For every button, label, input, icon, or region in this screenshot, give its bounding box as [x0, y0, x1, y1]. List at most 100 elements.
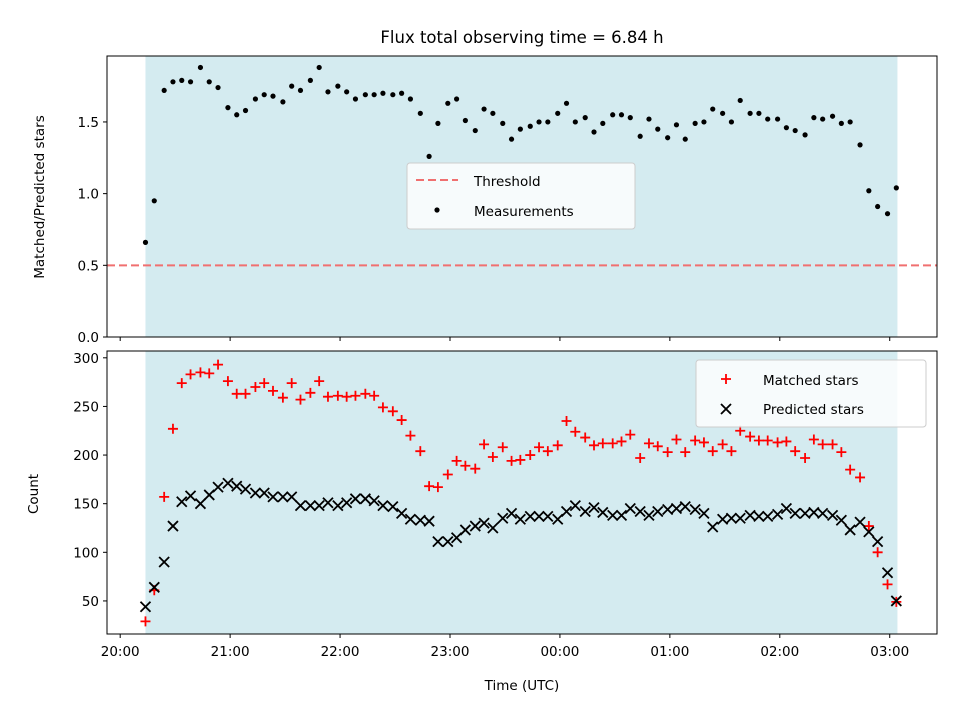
predicted-star-point [871, 535, 884, 548]
matched-star-point [213, 359, 224, 370]
measurement-point [701, 119, 707, 125]
measurement-point [673, 122, 680, 128]
measurement-point [335, 83, 341, 89]
bottom-panel-y-axis-label: Count [26, 474, 42, 514]
predicted-star-point [249, 487, 262, 499]
predicted-star-point [679, 500, 691, 513]
predicted-star-point [615, 509, 628, 521]
predicted-star-point [780, 502, 793, 515]
predicted-star-point [588, 501, 600, 514]
matched-star-point [836, 447, 847, 458]
matched-star-point [680, 447, 691, 458]
measurement-point [582, 115, 588, 121]
predicted-star-point [404, 513, 417, 525]
matched-star-point [487, 452, 498, 463]
matched-star-point [808, 434, 819, 445]
predicted-star-point [890, 595, 902, 607]
y-tick-label: 1.5 [78, 115, 99, 131]
predicted-star-point [497, 512, 509, 524]
predicted-star-point [359, 493, 371, 505]
predicted-star-point [286, 491, 298, 503]
predicted-star-point [158, 556, 170, 568]
matched-star-point [341, 391, 352, 402]
predicted-star-point [505, 507, 518, 520]
measurement-point [682, 136, 688, 142]
x-tick-label: 02:00 [760, 644, 799, 660]
matched-star-point [451, 455, 462, 466]
measurement-point [390, 92, 396, 98]
predicted-star-point [277, 491, 289, 503]
matched-star-point [322, 391, 333, 402]
predicted-star-point [442, 535, 454, 548]
predicted-star-point [607, 509, 619, 521]
matched-star-point [432, 482, 443, 493]
x-tick-label: 00:00 [540, 644, 579, 660]
predicted-star-point [835, 514, 847, 526]
matched-star-point [717, 439, 728, 450]
matched-star-point [286, 378, 297, 389]
measurement-point [875, 203, 881, 210]
matched-star-point [662, 447, 673, 458]
measurement-point [747, 110, 753, 116]
measurement-point [802, 132, 808, 138]
measurement-point [252, 96, 259, 102]
x-tick-label: 20:00 [101, 644, 140, 660]
predicted-star-point [459, 524, 472, 536]
matched-star-point [762, 435, 773, 446]
matched-star-point [845, 464, 856, 475]
predicted-star-point [844, 524, 856, 536]
measurement-point [591, 129, 597, 135]
matched-star-point [616, 436, 627, 447]
matched-star-point [387, 406, 398, 417]
measurement-point [316, 64, 322, 71]
measurement-point [206, 79, 212, 85]
matched-star-point [542, 446, 553, 457]
predicted-star-point [643, 509, 655, 521]
measurement-point [847, 119, 853, 125]
matched-star-point [671, 434, 682, 445]
measurement-point [151, 198, 157, 204]
measurement-point [234, 112, 240, 118]
matched-star-point [360, 388, 371, 399]
predicted-star-point [332, 499, 344, 512]
predicted-star-point [707, 521, 719, 533]
matched-star-point [800, 452, 811, 463]
y-tick-label: 300 [73, 351, 99, 367]
measurement-point [783, 125, 789, 131]
predicted-star-point [863, 526, 875, 538]
measurement-point [417, 110, 423, 116]
predicted-legend-swatch [720, 403, 732, 415]
x-tick-label: 21:00 [211, 644, 250, 660]
predicted-star-point [395, 507, 408, 520]
measurement-point [344, 89, 350, 95]
predicted-star-point [267, 491, 279, 503]
measurement-point [792, 127, 798, 134]
matched-star-point [231, 388, 242, 399]
measurement-point [692, 120, 698, 126]
matched-star-point [140, 616, 151, 627]
plot-frame [106, 55, 938, 338]
matched-star-point [295, 394, 306, 405]
matched-star-point [607, 438, 618, 449]
matched-star-point [240, 388, 251, 399]
predicted-star-point [725, 512, 738, 524]
y-tick-label: 200 [73, 448, 99, 464]
matched-star-point [790, 446, 801, 457]
matched-star-point [580, 432, 591, 443]
predicted-star-point [313, 499, 325, 512]
measurement-point [508, 136, 515, 142]
measurement-point [563, 100, 570, 106]
measurement-point [225, 105, 231, 111]
measurement-point [627, 115, 633, 121]
y-tick-label: 0.0 [78, 330, 99, 346]
predicted-star-point [368, 495, 380, 507]
matched-star-point [405, 430, 416, 441]
ratio-panel: 0.0 0.5 1.0 1.5 Threshold Measurements [78, 55, 938, 346]
predicted-star-point [194, 498, 207, 510]
matched-star-point [589, 440, 600, 451]
predicted-star-point [789, 507, 801, 520]
matched-star-point [863, 521, 874, 532]
top-panel-y-axis-label: Matched/Predicted stars [32, 115, 48, 278]
matched-star-point [277, 392, 288, 403]
